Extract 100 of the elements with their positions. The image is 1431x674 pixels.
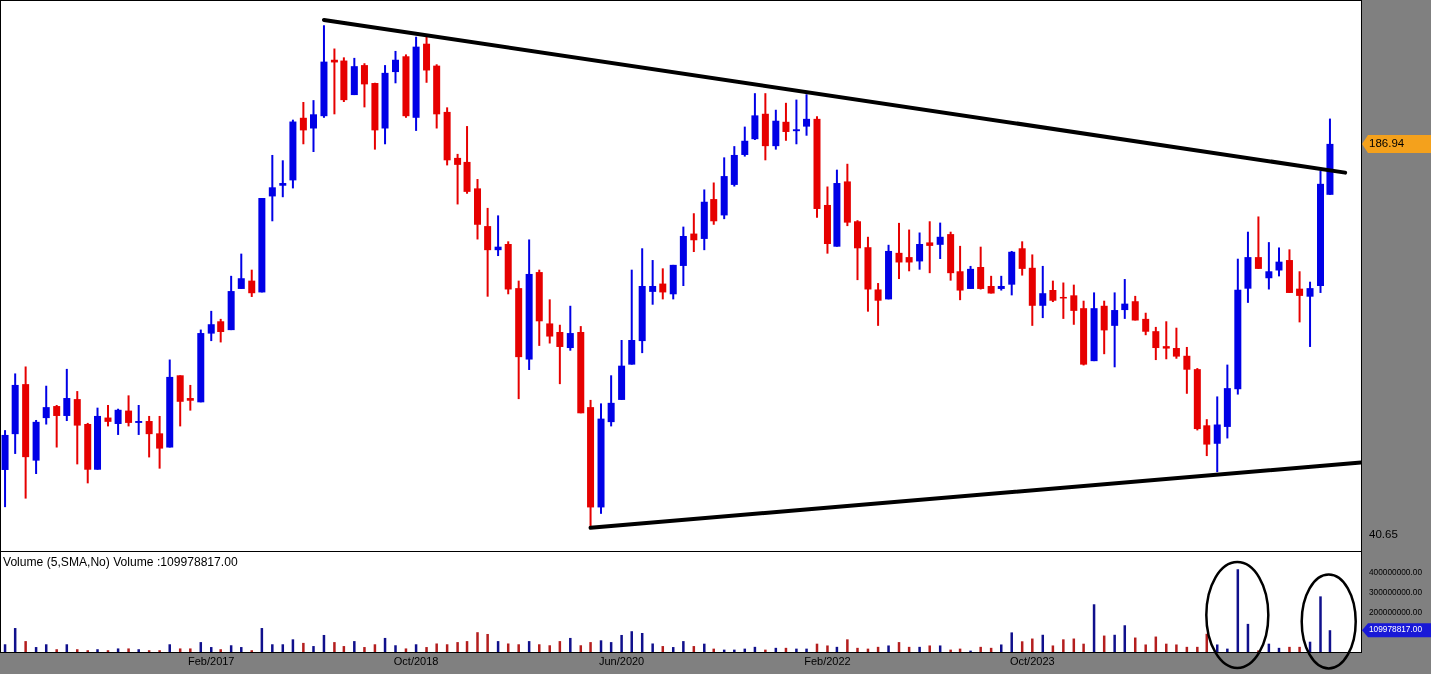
bar	[1319, 596, 1322, 652]
bar	[96, 649, 99, 652]
bar	[517, 644, 520, 652]
y-tick-label: 400000000.00	[1369, 567, 1424, 578]
chart-title: Volume (5,SMA,No) Volume :109978817.00	[3, 555, 238, 570]
bar	[240, 647, 243, 652]
bar	[1226, 648, 1229, 652]
candlestick	[1265, 241, 1273, 291]
bar	[805, 648, 808, 652]
candlestick	[360, 62, 368, 109]
x-tick-label: Oct/2018	[393, 654, 439, 667]
bar	[24, 641, 27, 652]
candlestick	[926, 220, 934, 275]
candlestick	[956, 244, 964, 302]
candlestick	[1172, 326, 1180, 360]
candlestick	[156, 414, 164, 470]
candlestick	[803, 93, 811, 137]
candlestick	[874, 282, 882, 327]
candlestick	[967, 264, 975, 290]
bar	[548, 645, 551, 652]
bar	[1175, 644, 1178, 652]
candlestick	[905, 228, 913, 273]
y-tick-label: 40.65	[1369, 528, 1398, 541]
candlestick	[299, 101, 307, 146]
candlestick	[1121, 278, 1129, 320]
bar	[1031, 638, 1034, 652]
x-tick-label: Feb/2017	[188, 654, 235, 667]
bar	[486, 633, 489, 652]
x-tick-label: Jun/2020	[598, 654, 645, 667]
candlestick	[145, 414, 153, 459]
candlestick	[936, 221, 944, 260]
bar	[949, 649, 952, 652]
candlestick	[1070, 283, 1078, 326]
candlestick	[649, 259, 657, 306]
bar	[1196, 646, 1199, 652]
candlestick	[125, 394, 133, 428]
y-tick-label: 300000000.00	[1369, 586, 1424, 597]
bar	[620, 634, 623, 652]
x-tick-label: Oct/2023	[1009, 654, 1055, 667]
bar	[189, 648, 192, 652]
bar	[168, 644, 171, 652]
bar	[651, 643, 654, 652]
candlestick	[895, 221, 903, 281]
bar	[712, 648, 715, 652]
candlestick	[1049, 279, 1057, 304]
candlestick	[566, 304, 574, 352]
candlestick	[248, 268, 256, 298]
bar	[979, 646, 982, 652]
candlestick	[104, 403, 112, 428]
candlestick	[217, 317, 225, 344]
bar	[363, 647, 366, 652]
y-tick-label: 109978817.00	[1369, 624, 1424, 635]
candlestick	[751, 92, 759, 141]
bar	[1288, 646, 1291, 652]
y-tick-label: 186.94	[1369, 136, 1405, 149]
candlestick	[237, 252, 245, 290]
candlestick	[207, 309, 215, 343]
bar	[1082, 643, 1085, 652]
bar	[569, 637, 572, 652]
candlestick	[792, 98, 800, 146]
candlestick	[741, 125, 749, 158]
candlestick	[1183, 345, 1191, 395]
candlestick	[392, 49, 399, 85]
bar	[456, 642, 459, 652]
candlestick	[186, 383, 194, 412]
candlestick	[916, 231, 924, 271]
candlestick	[782, 101, 790, 142]
bar	[589, 642, 592, 652]
y-tick-label: 200000000.00	[1369, 606, 1424, 617]
bar	[826, 645, 829, 652]
candlestick	[63, 367, 71, 423]
candlestick	[1296, 270, 1304, 324]
bar	[271, 644, 274, 652]
bar	[312, 646, 315, 652]
bar	[219, 649, 222, 652]
bar	[887, 645, 890, 652]
candlestick	[1162, 320, 1170, 361]
candlestick	[279, 159, 287, 199]
bar	[137, 649, 140, 652]
candlestick	[1152, 325, 1160, 362]
bar	[1165, 643, 1168, 652]
candlestick	[556, 323, 564, 386]
candlestick	[114, 407, 122, 436]
bar	[846, 639, 849, 652]
bar	[333, 642, 336, 652]
bar	[682, 641, 685, 652]
bar	[1144, 644, 1147, 652]
candlestick	[659, 267, 667, 301]
bar	[733, 649, 736, 652]
candlestick	[977, 245, 985, 291]
bar	[476, 632, 479, 652]
bar	[703, 643, 706, 652]
bar	[1298, 646, 1301, 652]
x-tick-label: Feb/2022	[804, 654, 851, 667]
candlestick	[1131, 294, 1139, 322]
candlestick	[53, 403, 61, 449]
candlestick	[546, 298, 554, 345]
bar	[1062, 639, 1065, 652]
candlestick	[135, 403, 143, 436]
candlestick	[1111, 291, 1119, 369]
